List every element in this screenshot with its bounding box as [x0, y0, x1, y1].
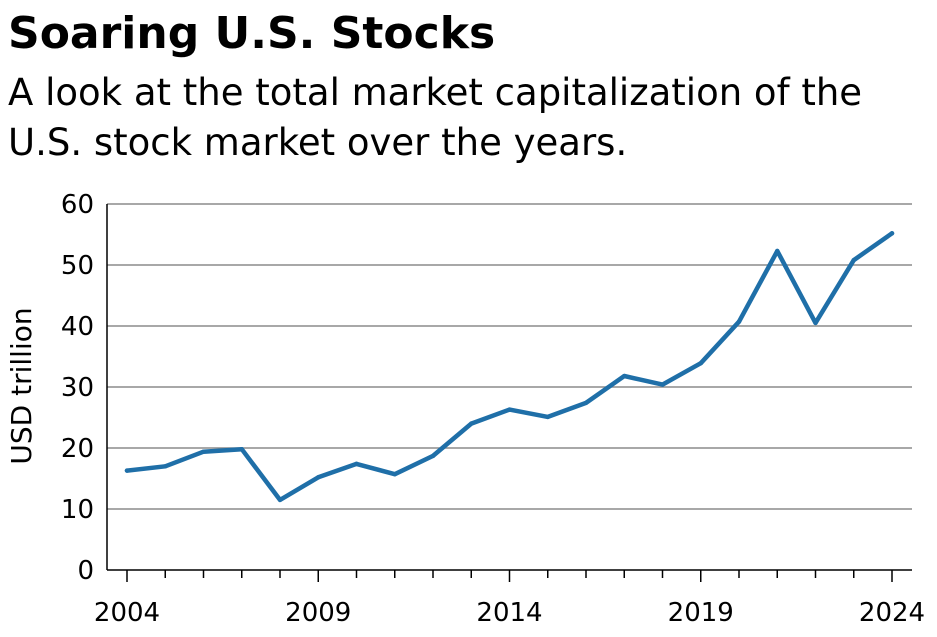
y-tick-label-10: 10: [61, 495, 94, 525]
x-tick-label-2009: 2009: [285, 598, 351, 628]
data-point-2008: [277, 497, 283, 503]
data-point-2007: [239, 447, 244, 452]
series-layer: [124, 231, 895, 503]
chart-subtitle: A look at the total market capitalizatio…: [8, 71, 863, 164]
series-line-0: [124, 231, 895, 503]
data-point-2010: [354, 461, 359, 467]
data-point-2020: [736, 319, 742, 324]
data-point-2015: [545, 414, 550, 420]
data-point-2009: [316, 475, 321, 480]
y-tick-label-40: 40: [61, 312, 94, 342]
y-tick-label-30: 30: [61, 373, 94, 403]
tick-labels: 0 10 20 30 40 50 60 2004 2009 2014 2019 2024: [61, 190, 925, 628]
x-tick-label-2014: 2014: [476, 598, 542, 628]
y-tick-label-0: 0: [77, 556, 94, 586]
x-tick-label-2024: 2024: [859, 598, 925, 628]
x-tick-label-2019: 2019: [668, 598, 734, 628]
data-point-2016: [583, 400, 589, 406]
data-point-2013: [469, 421, 474, 426]
gridlines: [107, 203, 912, 510]
data-point-2022: [813, 320, 818, 326]
data-point-2014: [507, 407, 512, 412]
chart-title: Soaring U.S. Stocks: [8, 8, 496, 59]
data-point-2006: [201, 449, 206, 454]
data-point-2019: [698, 361, 703, 366]
axes: [106, 204, 912, 582]
data-point-2017: [622, 373, 627, 379]
y-tick-label-60: 60: [61, 190, 94, 220]
x-tick-label-2004: 2004: [94, 598, 160, 628]
data-point-2018: [660, 382, 665, 387]
data-point-2023: [851, 257, 856, 263]
data-point-2005: [163, 464, 168, 469]
y-tick-label-20: 20: [61, 434, 94, 464]
y-tick-label-50: 50: [61, 251, 94, 281]
data-point-2024: [889, 231, 895, 236]
y-axis-title: USD trillion: [5, 307, 38, 464]
data-point-2021: [775, 248, 780, 254]
data-point-2011: [392, 472, 397, 477]
data-point-2012: [430, 453, 436, 459]
data-point-2004: [124, 468, 130, 473]
